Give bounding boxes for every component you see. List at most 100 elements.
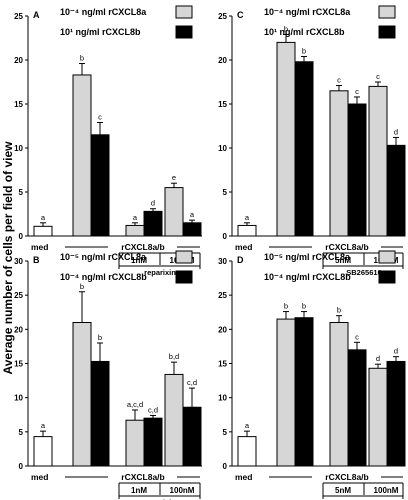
y-tick-label: 30 [14, 257, 23, 266]
x-sub-label: 1nM [131, 256, 147, 265]
legend-entry: 10⁻⁵ ng/ml rCXCL8a [264, 252, 351, 262]
bar [164, 373, 184, 467]
legend-entry: 10⁻⁴ ng/ml rCXCL8a [264, 7, 351, 17]
x-sub-label: 5nM [335, 256, 351, 265]
bar [164, 187, 184, 237]
significance-label: c [337, 76, 341, 85]
y-tick-label: 25 [14, 12, 23, 21]
significance-label: b [80, 54, 84, 63]
bar [329, 90, 349, 237]
legend-entry: 10⁻⁴ ng/ml rCXCL8b [60, 272, 147, 282]
legend-swatch [175, 270, 193, 284]
x-group-label: rCXCL8a/b [121, 242, 164, 252]
bar [72, 74, 92, 237]
panel-A: 0 5 10 15 20 25 A 10⁻⁴ ng/ml rCXCL8a 10¹ ng/ml r… [14, 5, 202, 277]
significance-label: c [355, 87, 359, 96]
bar [294, 317, 314, 467]
significance-label: b,d [169, 352, 179, 361]
significance-label: b [284, 302, 288, 311]
legend-entry: 10⁻⁴ ng/ml rCXCL8b [264, 272, 351, 282]
y-tick-label: 15 [218, 100, 227, 109]
panel-C: 0 5 10 15 20 25 C 10⁻⁴ ng/ml rCXCL8a 10¹ ng/ml r… [218, 5, 406, 277]
significance-label: e [172, 173, 176, 182]
y-tick-label: 20 [14, 56, 23, 65]
y-tick-label: 10 [218, 144, 227, 153]
legend-swatch [378, 25, 396, 39]
x-inhibitor-label: reparixin [144, 498, 176, 500]
significance-label: c [355, 332, 359, 341]
significance-label: d [394, 127, 398, 136]
legend-swatch [378, 250, 396, 264]
y-tick-label: 0 [19, 462, 24, 471]
significance-label: c [376, 72, 380, 81]
bar [368, 367, 388, 467]
bar [125, 224, 145, 237]
x-inhibitor-label: SB265610 [346, 498, 381, 500]
bar [294, 61, 314, 237]
y-tick-label: 20 [218, 56, 227, 65]
significance-label: b [80, 282, 84, 291]
legend-entry: 10⁻⁴ ng/ml rCXCL8a [60, 7, 147, 17]
x-label-med: med [235, 242, 252, 252]
panel-letter: A [33, 10, 40, 20]
x-sub-label: 100nM [170, 486, 195, 495]
bar [347, 349, 367, 467]
x-label-med: med [31, 242, 48, 252]
bar [72, 322, 92, 467]
y-tick-label: 25 [218, 12, 227, 21]
y-tick-label: 5 [223, 428, 228, 437]
bar [143, 417, 163, 467]
significance-label: a [245, 213, 250, 222]
x-sub-label: 1nM [131, 486, 147, 495]
y-tick-label: 0 [223, 462, 228, 471]
legend-swatch [175, 5, 193, 19]
bar [33, 436, 53, 467]
y-tick-label: 0 [19, 232, 24, 241]
bar [329, 322, 349, 467]
bar [237, 436, 257, 467]
bar [276, 318, 296, 467]
y-tick-label: 15 [14, 100, 23, 109]
panel-B: 0 5 10 15 20 25 30 B 10⁻⁵ ng/ml rCXCL8a 10⁻⁴ ng/m… [14, 250, 202, 500]
legend-entry: 10¹ ng/ml rCXCL8b [60, 27, 141, 37]
y-tick-label: 5 [223, 188, 228, 197]
y-axis-label: Average number of cells per field of vie… [1, 141, 15, 375]
significance-label: a [41, 421, 46, 430]
x-inhibitor-label: reparixin [144, 268, 176, 277]
bar [90, 134, 110, 237]
significance-label: b [284, 24, 288, 33]
y-tick-label: 20 [14, 325, 23, 334]
legend-entry: 10¹ ng/ml rCXCL8b [264, 27, 345, 37]
bar [276, 41, 296, 237]
legend-swatch [378, 5, 396, 19]
panel-letter: B [33, 255, 40, 265]
legend-swatch [175, 250, 193, 264]
significance-label: a [190, 210, 195, 219]
bar [90, 360, 110, 467]
x-label-med: med [31, 472, 48, 482]
significance-label: a [133, 213, 138, 222]
y-tick-label: 15 [218, 360, 227, 369]
significance-label: b [98, 333, 102, 342]
y-tick-label: 25 [14, 291, 23, 300]
y-tick-label: 0 [223, 232, 228, 241]
y-tick-label: 25 [218, 291, 227, 300]
bar [386, 144, 406, 237]
significance-label: b [337, 306, 341, 315]
bar [386, 360, 406, 467]
y-tick-label: 15 [14, 360, 23, 369]
y-tick-label: 5 [19, 428, 24, 437]
significance-label: b [302, 46, 306, 55]
significance-label: b [302, 302, 306, 311]
significance-label: c,d [148, 405, 158, 414]
significance-label: c,d [187, 378, 197, 387]
x-group-label: rCXCL8a/b [121, 472, 164, 482]
significance-label: d [376, 354, 380, 363]
y-tick-label: 10 [14, 394, 23, 403]
y-tick-label: 5 [19, 188, 24, 197]
x-sub-label: 100nM [374, 486, 399, 495]
panel-letter: D [237, 255, 244, 265]
bar [182, 406, 202, 467]
significance-label: a [245, 421, 250, 430]
